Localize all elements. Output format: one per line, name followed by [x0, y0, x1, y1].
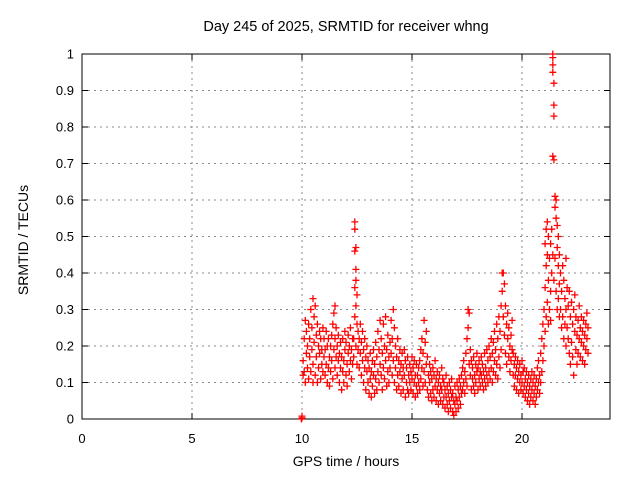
y-tick-label: 1	[67, 47, 74, 62]
x-tick-label: 20	[515, 431, 529, 446]
x-tick-labels: 0 5 10 15 20	[78, 431, 529, 446]
y-tick-labels: 0 0.1 0.2 0.3 0.4 0.5 0.6 0.7 0.8 0.9 1	[56, 47, 74, 427]
y-tick-label: 0.5	[56, 229, 74, 244]
y-tick-label: 0.7	[56, 156, 74, 171]
plot-frame	[81, 53, 611, 420]
y-tick-label: 0.1	[56, 375, 74, 390]
x-tick-label: 5	[188, 431, 195, 446]
y-tick-label: 0.9	[56, 83, 74, 98]
data-points	[297, 50, 592, 423]
y-tick-label: 0.3	[56, 302, 74, 317]
x-axis-label: GPS time / hours	[293, 453, 400, 469]
x-tick-label: 15	[405, 431, 419, 446]
y-tick-label: 0.4	[56, 266, 74, 281]
x-tick-label: 10	[295, 431, 309, 446]
y-tick-label: 0.2	[56, 339, 74, 354]
chart-title: Day 245 of 2025, SRMTID for receiver whn…	[203, 19, 488, 35]
y-axis-label: SRMTID / TECUs	[15, 185, 31, 295]
y-tick-label: 0	[67, 412, 74, 427]
x-tick-label: 0	[78, 431, 85, 446]
y-tick-label: 0.6	[56, 193, 74, 208]
y-tick-label: 0.8	[56, 120, 74, 135]
scatter-series	[297, 50, 592, 423]
